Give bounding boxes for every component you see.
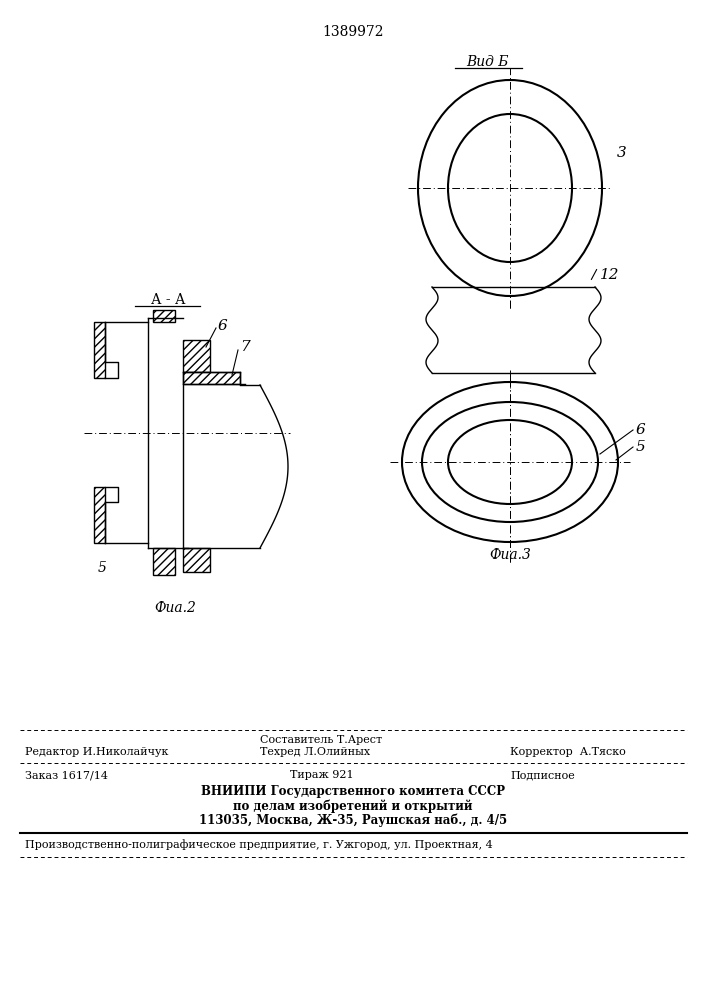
Text: 7: 7 [240, 340, 250, 354]
Text: Подписное: Подписное [510, 770, 575, 780]
Text: А - А: А - А [151, 293, 185, 307]
Text: 6: 6 [636, 423, 645, 437]
Bar [183, 372, 240, 384]
Bar [94, 322, 105, 378]
Text: 6: 6 [218, 319, 228, 333]
Text: 1389972: 1389972 [322, 25, 384, 39]
Text: Техред Л.Олийных: Техред Л.Олийных [260, 747, 370, 757]
Text: 5: 5 [98, 561, 107, 575]
Text: ВНИИПИ Государственного комитета СССР: ВНИИПИ Государственного комитета СССР [201, 786, 505, 798]
Text: Вид Б: Вид Б [466, 55, 508, 69]
Text: Производственно-полиграфическое предприятие, г. Ужгород, ул. Проектная, 4: Производственно-полиграфическое предприя… [25, 840, 493, 850]
Text: Корректор  А.Тяско: Корректор А.Тяско [510, 747, 626, 757]
Text: 113035, Москва, Ж-35, Раушская наб., д. 4/5: 113035, Москва, Ж-35, Раушская наб., д. … [199, 813, 507, 827]
Bar [153, 310, 175, 322]
Text: Тираж 921: Тираж 921 [290, 770, 354, 780]
Text: 3: 3 [617, 146, 626, 160]
Bar [153, 548, 175, 575]
Text: Составитель Т.Арест: Составитель Т.Арест [260, 735, 382, 745]
Text: 12: 12 [600, 268, 619, 282]
Text: Фиа.3: Фиа.3 [489, 548, 531, 562]
Bar [94, 487, 105, 543]
Bar [183, 340, 210, 372]
Text: 5: 5 [636, 440, 645, 454]
Text: Фиа.2: Фиа.2 [154, 601, 196, 615]
Text: Редактор И.Николайчук: Редактор И.Николайчук [25, 747, 168, 757]
Bar [183, 548, 210, 572]
Text: Заказ 1617/14: Заказ 1617/14 [25, 770, 108, 780]
Text: по делам изобретений и открытий: по делам изобретений и открытий [233, 799, 473, 813]
